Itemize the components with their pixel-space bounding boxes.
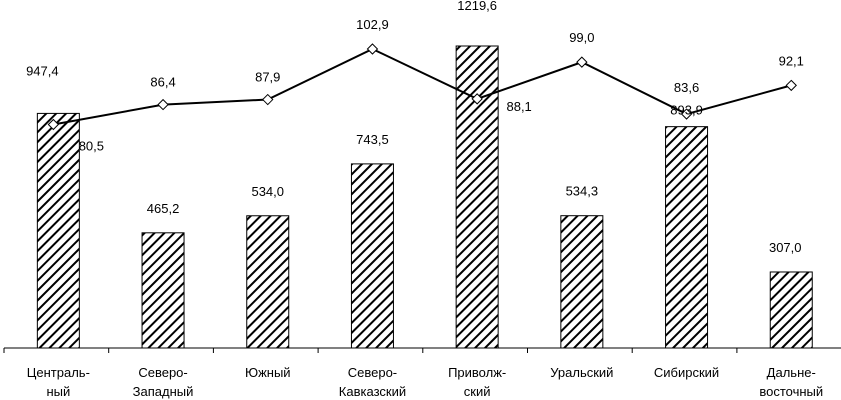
line-point [785,79,797,92]
line-value-label: 87,9 [255,70,280,85]
x-tick-label: Централь-ный [27,365,90,399]
line-point [680,108,693,120]
line-series [53,47,792,126]
bar-value-label: 465,2 [147,201,180,216]
bar-value-label: 893,9 [670,103,703,118]
bar-value-label: 947,4 [26,63,59,78]
bar [36,112,80,349]
line-value-label: 83,6 [674,80,699,95]
x-tick-label: Северо-Кавказский [339,365,406,399]
line-value-label: 92,1 [779,53,804,68]
line-value-label: 99,0 [569,30,594,45]
bar-value-label: 743,5 [356,132,389,147]
x-tick-label: Уральский [550,365,613,380]
x-tick-label: Северо-Западный [133,365,194,399]
x-tick-label: Приволж-ский [448,365,506,399]
x-tick-label: Сибирский [654,365,719,380]
line-point [262,93,274,106]
line-point [47,118,60,131]
bar [560,215,604,349]
line-value-label: 86,4 [150,75,175,90]
line-point [576,56,588,68]
line-point [366,43,379,55]
x-tick-label: Дальне-восточный [759,365,823,399]
bar-value-label: 1219,6 [457,0,497,13]
bar-value-label: 534,3 [566,184,599,199]
x-tick-label: Южный [245,365,291,380]
bar [350,163,394,349]
line-value-label: 102,9 [356,17,389,32]
bar [246,215,290,349]
line-value-label: 88,1 [506,99,531,114]
bar [769,271,813,349]
line-point [471,93,483,105]
line-point [157,98,169,111]
bar [141,232,185,349]
bar [665,126,709,349]
bar-value-label: 307,0 [769,240,802,255]
bar-value-label: 534,0 [251,184,284,199]
line-value-label: 80,5 [79,138,104,153]
